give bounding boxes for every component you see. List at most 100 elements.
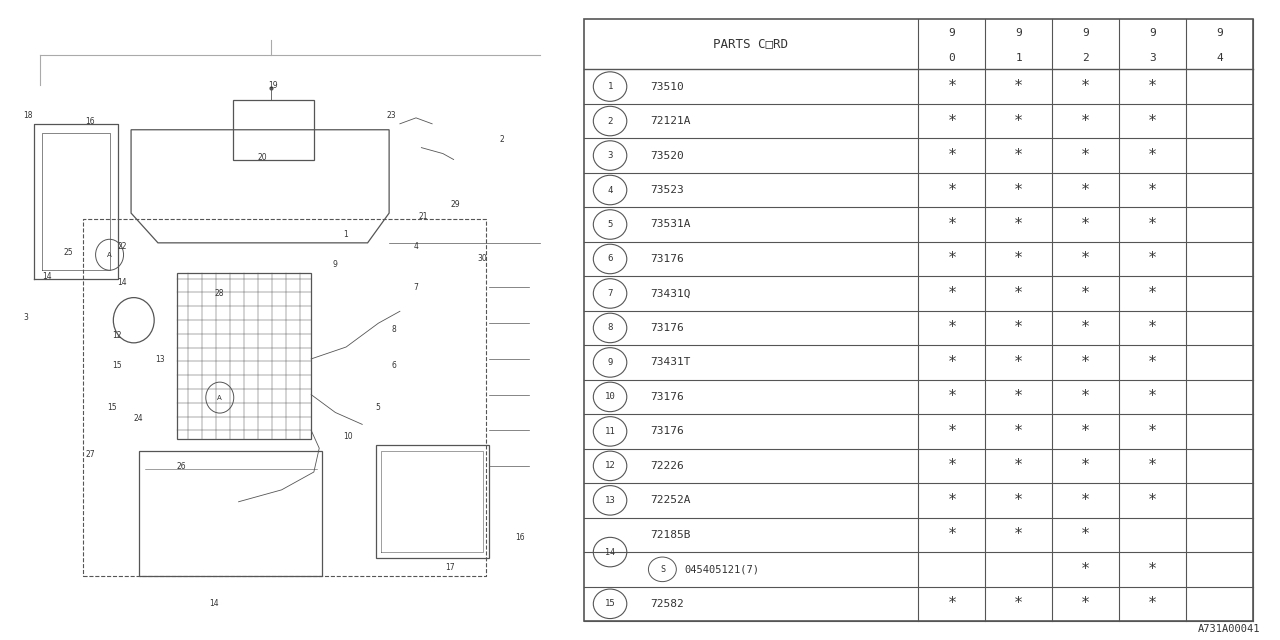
Text: 0: 0: [948, 52, 955, 63]
Text: *: *: [1148, 217, 1157, 232]
Text: *: *: [947, 148, 956, 163]
Text: *: *: [1082, 113, 1091, 129]
Text: 73510: 73510: [650, 81, 684, 92]
Text: *: *: [1014, 321, 1024, 335]
Text: *: *: [947, 182, 956, 198]
Text: *: *: [1148, 79, 1157, 94]
Text: *: *: [1014, 217, 1024, 232]
Text: 73431T: 73431T: [650, 357, 690, 367]
Text: 18: 18: [23, 111, 33, 120]
Text: 5: 5: [608, 220, 613, 229]
Text: 30: 30: [477, 253, 488, 262]
Text: *: *: [1082, 252, 1091, 266]
Text: 9: 9: [333, 260, 338, 269]
Text: 4: 4: [1216, 52, 1224, 63]
Text: 15: 15: [604, 599, 616, 608]
Text: 22: 22: [118, 242, 127, 251]
Text: *: *: [947, 493, 956, 508]
Text: *: *: [1148, 424, 1157, 439]
Text: *: *: [1014, 389, 1024, 404]
Text: 2: 2: [608, 116, 613, 125]
Text: 14: 14: [118, 278, 127, 287]
Text: 73520: 73520: [650, 150, 684, 161]
Text: *: *: [1082, 321, 1091, 335]
Text: *: *: [1082, 389, 1091, 404]
Text: 72121A: 72121A: [650, 116, 690, 126]
Text: 1: 1: [343, 230, 348, 239]
Text: 73176: 73176: [650, 254, 684, 264]
Text: *: *: [1082, 424, 1091, 439]
Text: *: *: [1082, 562, 1091, 577]
Text: *: *: [1148, 113, 1157, 129]
Text: 16: 16: [86, 117, 95, 126]
Text: 6: 6: [608, 255, 613, 264]
Text: 9: 9: [608, 358, 613, 367]
Text: *: *: [947, 596, 956, 611]
Text: 5: 5: [376, 403, 380, 412]
Text: A: A: [218, 395, 223, 401]
Text: 19: 19: [269, 81, 278, 90]
Text: *: *: [1082, 493, 1091, 508]
Text: *: *: [947, 355, 956, 370]
Text: *: *: [947, 389, 956, 404]
Text: 14: 14: [42, 271, 52, 280]
Text: *: *: [1148, 148, 1157, 163]
Text: 15: 15: [108, 403, 116, 412]
Text: *: *: [1082, 182, 1091, 198]
Text: *: *: [1082, 79, 1091, 94]
Text: *: *: [1014, 527, 1024, 542]
Text: 73176: 73176: [650, 323, 684, 333]
Text: *: *: [1148, 596, 1157, 611]
Text: *: *: [1082, 458, 1091, 474]
Text: 73523: 73523: [650, 185, 684, 195]
Text: 26: 26: [177, 462, 187, 471]
Text: *: *: [1148, 321, 1157, 335]
Text: *: *: [1014, 424, 1024, 439]
Text: A: A: [108, 252, 111, 258]
Text: 045405121(7): 045405121(7): [685, 564, 760, 574]
Text: 17: 17: [445, 563, 456, 572]
Text: 4: 4: [608, 186, 613, 195]
Text: *: *: [1148, 389, 1157, 404]
Text: *: *: [1014, 355, 1024, 370]
Text: 73176: 73176: [650, 426, 684, 436]
Text: *: *: [1014, 286, 1024, 301]
Text: 8: 8: [608, 323, 613, 332]
Text: 20: 20: [257, 152, 268, 161]
Text: 11: 11: [604, 427, 616, 436]
Text: 14: 14: [605, 548, 616, 557]
Text: 7: 7: [608, 289, 613, 298]
Text: *: *: [947, 217, 956, 232]
Text: *: *: [947, 79, 956, 94]
Text: 8: 8: [392, 325, 397, 334]
Text: *: *: [1082, 148, 1091, 163]
Text: *: *: [1148, 355, 1157, 370]
Text: S: S: [660, 565, 664, 574]
Text: 2: 2: [499, 134, 504, 143]
Text: *: *: [947, 458, 956, 474]
Text: 7: 7: [413, 284, 419, 292]
Text: 27: 27: [86, 450, 95, 459]
Text: 73431Q: 73431Q: [650, 289, 690, 298]
Text: *: *: [1014, 113, 1024, 129]
Text: 9: 9: [1216, 28, 1224, 38]
Text: *: *: [1014, 79, 1024, 94]
Text: 15: 15: [113, 361, 122, 370]
Text: *: *: [947, 286, 956, 301]
Text: *: *: [1148, 182, 1157, 198]
Text: *: *: [1148, 286, 1157, 301]
Text: 13: 13: [155, 355, 165, 364]
Text: 2: 2: [1083, 52, 1089, 63]
Text: 72252A: 72252A: [650, 495, 690, 506]
Text: *: *: [947, 527, 956, 542]
Text: 6: 6: [392, 361, 397, 370]
Text: *: *: [947, 424, 956, 439]
Text: 1: 1: [608, 82, 613, 91]
Text: *: *: [1014, 493, 1024, 508]
Text: *: *: [1014, 458, 1024, 474]
Text: *: *: [1014, 252, 1024, 266]
Text: 72582: 72582: [650, 599, 684, 609]
Text: 13: 13: [604, 496, 616, 505]
Text: *: *: [1082, 527, 1091, 542]
Text: *: *: [1082, 286, 1091, 301]
